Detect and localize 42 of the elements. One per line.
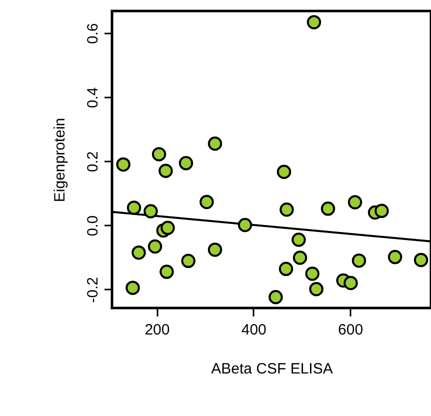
point <box>144 204 158 218</box>
point <box>116 157 130 172</box>
point <box>208 242 222 257</box>
x-axis-title: ABeta CSF ELISA <box>211 360 333 378</box>
point <box>305 266 320 281</box>
point <box>158 164 173 178</box>
point <box>238 218 252 232</box>
point <box>292 250 308 265</box>
point <box>178 156 194 170</box>
point <box>414 252 428 268</box>
point <box>348 195 362 210</box>
point <box>208 136 222 151</box>
point <box>276 164 292 179</box>
point <box>388 250 402 264</box>
point <box>306 15 322 30</box>
point <box>152 147 166 162</box>
point <box>320 202 336 216</box>
point <box>181 254 196 268</box>
x-tick-label: 600 <box>338 322 364 338</box>
point <box>344 276 358 290</box>
point <box>352 253 366 268</box>
point <box>292 232 306 247</box>
y-tick-label: 0.2 <box>84 151 102 172</box>
y-tick-label: 0.0 <box>84 215 102 236</box>
y-tick-label: 0.6 <box>84 23 102 44</box>
point <box>200 194 214 210</box>
point <box>278 262 294 276</box>
y-axis-title: Eigenprotein <box>52 118 68 202</box>
point <box>309 282 324 296</box>
x-tick-label: 400 <box>241 322 266 338</box>
point <box>374 204 389 218</box>
point <box>160 220 175 236</box>
y-tick-label: -0.2 <box>84 276 102 303</box>
point <box>126 200 142 215</box>
point <box>160 264 174 279</box>
point <box>132 245 146 260</box>
x-tick-label: 200 <box>144 322 170 338</box>
point <box>280 202 294 217</box>
y-tick-label: 0.4 <box>84 87 102 108</box>
point <box>268 290 283 304</box>
point <box>148 239 162 254</box>
point <box>126 280 140 295</box>
